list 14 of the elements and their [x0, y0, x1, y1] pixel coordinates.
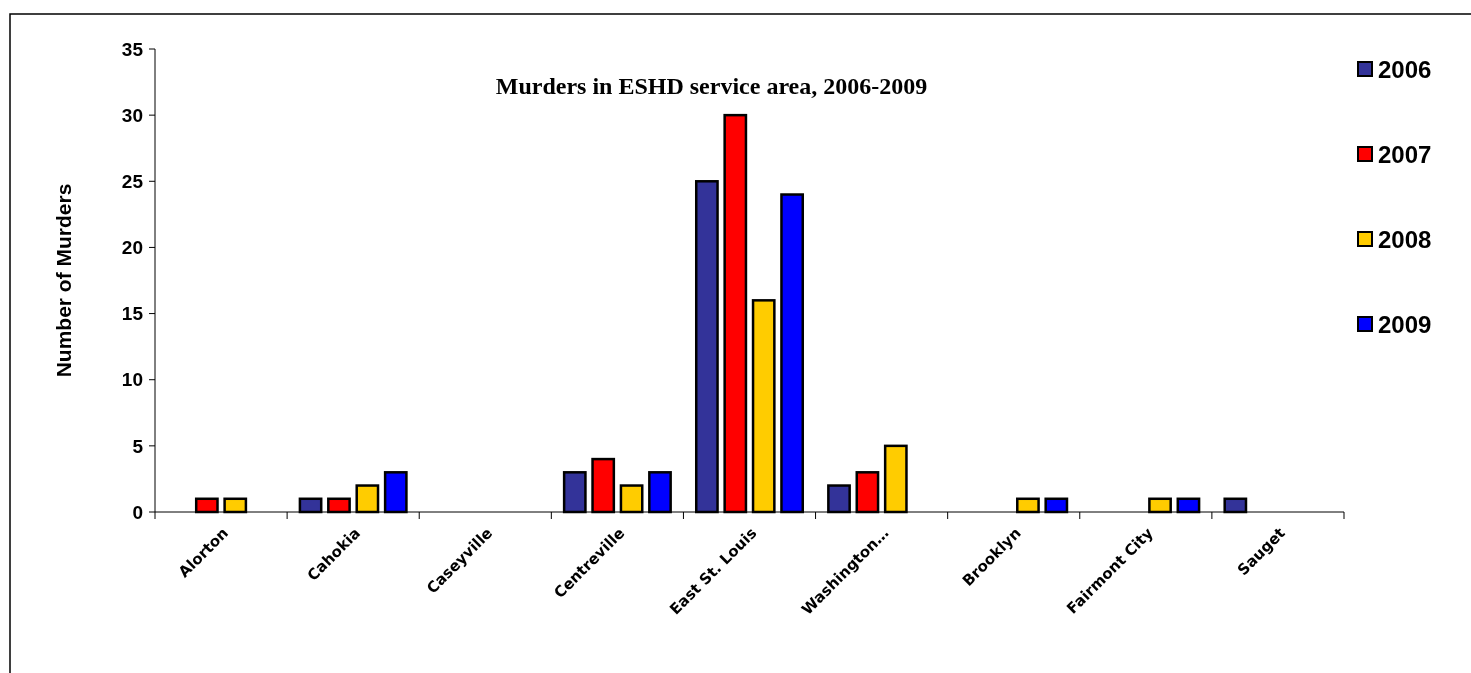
legend-label: 2009 — [1378, 311, 1432, 339]
y-tick-label: 25 — [121, 170, 144, 192]
y-tick-label: 35 — [121, 38, 144, 60]
legend-label: 2007 — [1378, 141, 1432, 169]
text: Murders in ESHD service area, 2006-2009 — [495, 73, 928, 99]
y-tick-label: 5 — [132, 435, 144, 457]
y-tick-label: 10 — [121, 369, 143, 391]
legend-label: 2006 — [1378, 56, 1432, 84]
y-tick-label: 0 — [132, 501, 143, 523]
y-tick-label: 15 — [121, 303, 144, 325]
y-axis-title: Number of Murders — [52, 183, 75, 378]
legend-label: 2008 — [1378, 226, 1432, 254]
y-tick-label: 30 — [121, 104, 143, 126]
y-tick-label: 20 — [121, 237, 143, 259]
